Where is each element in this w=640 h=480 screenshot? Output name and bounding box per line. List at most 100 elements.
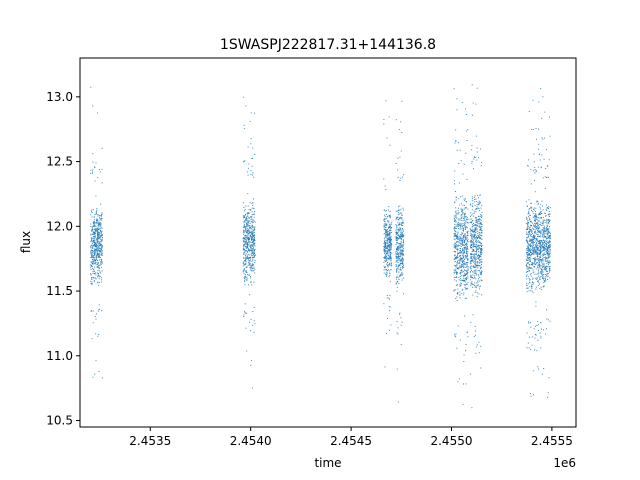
data-point <box>401 259 402 261</box>
data-point <box>456 235 458 237</box>
data-point <box>477 238 478 240</box>
data-point <box>547 260 549 262</box>
data-point <box>480 272 482 274</box>
data-point <box>480 268 482 269</box>
data-point <box>456 244 458 246</box>
data-point <box>400 251 402 253</box>
data-point <box>242 244 244 246</box>
data-point <box>545 236 546 238</box>
data-point <box>459 294 461 296</box>
data-point <box>92 272 94 274</box>
data-point <box>100 244 102 246</box>
data-point <box>245 312 247 314</box>
data-point <box>399 217 401 219</box>
data-point <box>95 254 97 256</box>
data-point <box>548 214 550 216</box>
data-point <box>475 330 476 332</box>
data-point <box>95 235 96 237</box>
data-point <box>530 221 532 223</box>
data-point <box>390 248 392 250</box>
data-point <box>96 243 98 245</box>
data-point <box>462 262 463 264</box>
data-point <box>463 260 464 262</box>
data-point <box>98 229 100 230</box>
data-point <box>460 242 461 244</box>
data-point <box>472 274 474 276</box>
data-point <box>538 232 540 233</box>
data-point <box>475 231 477 233</box>
data-point <box>248 260 250 262</box>
data-point <box>95 259 97 261</box>
data-point <box>403 234 405 236</box>
data-point <box>91 243 93 244</box>
data-point <box>390 229 392 231</box>
data-point <box>94 277 96 279</box>
data-point <box>401 273 403 275</box>
data-point <box>389 242 390 244</box>
data-point <box>470 203 471 205</box>
data-point <box>243 249 245 251</box>
data-point <box>96 264 98 266</box>
data-point <box>90 241 92 242</box>
data-point <box>391 243 393 245</box>
data-point <box>253 247 254 249</box>
data-point <box>98 224 100 226</box>
data-point <box>97 234 99 236</box>
data-point <box>465 228 467 230</box>
data-point <box>402 209 404 211</box>
data-point <box>389 144 391 146</box>
data-point <box>454 265 456 267</box>
data-point <box>398 278 400 280</box>
data-point <box>464 224 466 226</box>
data-point <box>244 268 245 270</box>
data-point <box>384 233 386 235</box>
data-point <box>475 251 477 252</box>
data-point <box>246 218 248 220</box>
data-point <box>386 229 388 231</box>
data-point <box>462 250 464 251</box>
data-point <box>251 203 253 204</box>
data-point <box>528 214 530 216</box>
data-point <box>92 171 94 173</box>
data-point <box>454 334 456 336</box>
data-point <box>532 264 534 266</box>
data-point <box>396 321 398 322</box>
data-point <box>541 137 543 139</box>
data-point <box>249 217 251 219</box>
data-point <box>253 227 255 229</box>
data-point <box>471 260 473 262</box>
data-point <box>98 264 100 266</box>
data-point <box>245 229 247 231</box>
data-point <box>475 269 477 271</box>
data-point <box>100 227 102 229</box>
data-point <box>460 225 462 227</box>
data-point <box>90 273 92 275</box>
data-point <box>480 223 482 225</box>
data-point <box>385 244 387 246</box>
data-point <box>547 275 549 277</box>
data-point <box>244 213 246 215</box>
data-point <box>466 245 468 247</box>
data-point <box>254 262 256 263</box>
data-point <box>459 276 461 277</box>
data-point <box>469 221 471 223</box>
data-point <box>243 222 245 224</box>
data-point <box>399 230 401 231</box>
data-point <box>395 233 397 235</box>
data-point <box>92 283 94 285</box>
data-point <box>93 222 95 224</box>
data-point <box>97 238 99 240</box>
data-point <box>471 218 473 220</box>
data-point <box>477 237 478 239</box>
data-point <box>548 206 550 208</box>
data-point <box>402 230 404 232</box>
data-point <box>528 251 530 252</box>
data-point <box>529 239 531 241</box>
data-point <box>529 244 531 246</box>
data-point <box>460 239 462 241</box>
data-point <box>396 253 398 255</box>
data-point <box>544 269 546 271</box>
data-point <box>532 272 534 274</box>
data-point <box>385 257 387 259</box>
data-point <box>97 276 99 278</box>
